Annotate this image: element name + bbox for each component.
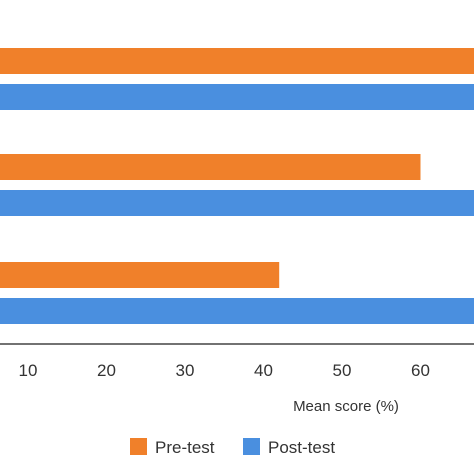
bar-post-test-2 (0, 190, 474, 216)
bar-pre-test-1 (0, 48, 474, 74)
legend-swatch-pre-test (130, 438, 147, 455)
x-axis-title: Mean score (%) (293, 398, 399, 415)
bar-post-test-1 (0, 84, 474, 110)
bar-group (0, 48, 474, 324)
bar-pre-test-3 (0, 262, 280, 288)
x-tick-labels: 10 20 30 40 50 60 (19, 361, 430, 380)
x-tick-label-50: 50 (333, 361, 352, 380)
legend-label-pre-test: Pre-test (155, 438, 215, 457)
x-tick-label-60: 60 (411, 361, 430, 380)
legend-label-post-test: Post-test (268, 438, 335, 457)
bar-post-test-3 (0, 298, 474, 324)
x-tick-label-20: 20 (97, 361, 116, 380)
bar-pre-test-2 (0, 154, 421, 180)
x-tick-label-40: 40 (254, 361, 273, 380)
legend: Pre-test Post-test (130, 438, 335, 457)
legend-swatch-post-test (243, 438, 260, 455)
x-tick-label-10: 10 (19, 361, 38, 380)
x-tick-label-30: 30 (176, 361, 195, 380)
